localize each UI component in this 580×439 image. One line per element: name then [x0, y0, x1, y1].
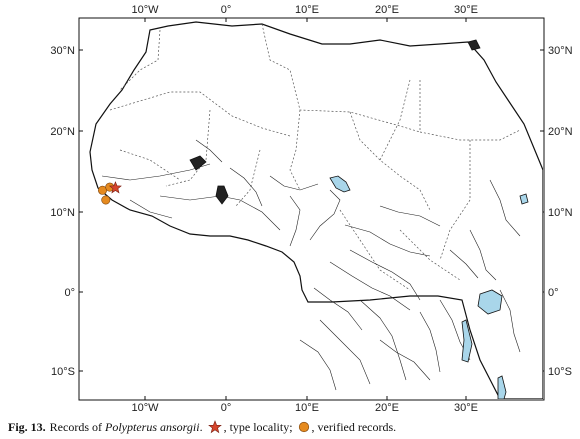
- lon-label-bottom: 30°E: [454, 402, 478, 412]
- caption-text-before: Records of: [49, 419, 102, 434]
- lon-label-bottom: 10°E: [295, 402, 319, 412]
- lake-volta: [215, 185, 229, 205]
- species-name: Polypterus ansorgii: [105, 419, 200, 434]
- left-latitude-labels: 30°N 20°N 10°N 0° 10°S: [50, 45, 75, 378]
- lat-label-left: 20°N: [50, 126, 75, 138]
- lon-label-top: 30°E: [454, 4, 478, 16]
- lon-label-top: 0°: [221, 4, 232, 16]
- lat-label-right: 10°S: [548, 366, 572, 378]
- map-figure: 10°W 0° 10°E 20°E 30°E 10°W 0° 10°E 20°E…: [50, 4, 573, 412]
- lon-label-top: 20°E: [375, 4, 399, 16]
- records-layer: [98, 181, 122, 205]
- right-latitude-labels: 30°N 20°N 10°N 0° 10°S: [548, 45, 573, 378]
- nile-delta: [467, 39, 481, 51]
- lat-label-right: 20°N: [548, 126, 573, 138]
- verified-record-marker: [101, 195, 111, 205]
- lake-malawi: [497, 375, 507, 399]
- lake-tanganyika: [461, 319, 473, 363]
- political-borders: [109, 23, 521, 291]
- lake-victoria: [477, 289, 503, 315]
- niger-inner-delta: [189, 155, 207, 171]
- verified-record-dot-icon: [298, 421, 309, 433]
- lat-label-right: 10°N: [548, 207, 573, 219]
- lat-label-right: 30°N: [548, 45, 573, 57]
- figure-label: Fig. 13.: [8, 419, 46, 434]
- verified-records-label: , verified records.: [311, 419, 397, 434]
- lon-label-top: 10°W: [131, 4, 159, 16]
- lon-label-top: 10°E: [295, 4, 319, 16]
- top-longitude-labels: 10°W 0° 10°E 20°E 30°E: [131, 4, 478, 16]
- lat-label-left: 30°N: [50, 45, 75, 57]
- lat-label-left: 10°S: [51, 366, 75, 378]
- lat-label-right: 0°: [548, 287, 559, 299]
- figure-caption: Fig. 13. Records of Polypterus ansorgii.…: [8, 418, 576, 436]
- lake-chad: [329, 175, 351, 193]
- lon-label-bottom: 10°W: [131, 402, 159, 412]
- caption-period: .: [199, 419, 203, 434]
- lat-label-left: 0°: [64, 287, 75, 299]
- lon-label-bottom: 20°E: [375, 402, 399, 412]
- type-locality-star-icon: [207, 420, 222, 434]
- water-bodies: [189, 39, 529, 399]
- lon-label-bottom: 0°: [221, 402, 232, 412]
- lat-label-left: 10°N: [50, 207, 75, 219]
- bottom-longitude-labels: 10°W 0° 10°E 20°E 30°E: [131, 402, 478, 412]
- africa-coastline: [89, 21, 543, 399]
- lake-tana: [519, 193, 529, 205]
- type-locality-label: , type locality;: [223, 419, 293, 434]
- type-locality-marker: [108, 181, 122, 194]
